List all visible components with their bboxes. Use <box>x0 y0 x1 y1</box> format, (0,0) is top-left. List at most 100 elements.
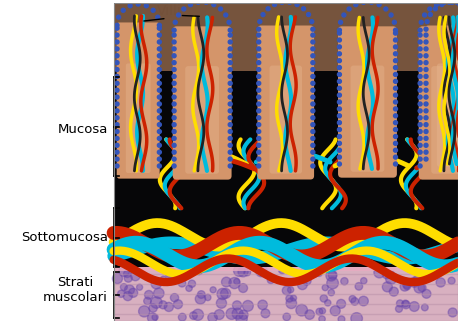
Circle shape <box>418 28 422 32</box>
Circle shape <box>337 299 346 308</box>
Circle shape <box>424 47 428 51</box>
Circle shape <box>311 157 315 161</box>
Circle shape <box>393 73 398 76</box>
Circle shape <box>261 13 265 17</box>
Circle shape <box>326 271 337 281</box>
Circle shape <box>165 268 176 278</box>
Circle shape <box>232 308 243 319</box>
Circle shape <box>389 13 393 17</box>
Circle shape <box>338 134 341 138</box>
Circle shape <box>418 164 422 168</box>
Circle shape <box>311 102 315 106</box>
Circle shape <box>301 7 305 11</box>
FancyBboxPatch shape <box>185 66 219 174</box>
Circle shape <box>418 136 422 140</box>
Bar <box>114 267 458 321</box>
Circle shape <box>349 295 356 302</box>
Circle shape <box>440 3 444 6</box>
Circle shape <box>393 38 398 42</box>
Circle shape <box>311 116 315 120</box>
Circle shape <box>228 143 232 147</box>
Circle shape <box>228 109 232 113</box>
Circle shape <box>158 136 161 140</box>
Circle shape <box>124 274 132 282</box>
Circle shape <box>158 102 161 106</box>
Circle shape <box>400 282 409 291</box>
Circle shape <box>210 287 216 293</box>
Circle shape <box>266 7 270 11</box>
Circle shape <box>123 292 132 301</box>
Circle shape <box>172 68 176 72</box>
Circle shape <box>267 276 274 284</box>
Circle shape <box>418 95 422 99</box>
Circle shape <box>158 95 161 99</box>
Circle shape <box>115 109 119 113</box>
Circle shape <box>178 279 186 287</box>
Circle shape <box>112 273 122 284</box>
Circle shape <box>115 61 119 64</box>
Circle shape <box>172 95 176 99</box>
Circle shape <box>290 295 297 301</box>
FancyBboxPatch shape <box>126 64 151 173</box>
Circle shape <box>442 0 446 5</box>
Circle shape <box>128 4 132 8</box>
Circle shape <box>428 13 432 17</box>
Circle shape <box>418 33 422 37</box>
Circle shape <box>455 0 458 4</box>
FancyBboxPatch shape <box>437 64 458 167</box>
Circle shape <box>257 130 261 133</box>
FancyBboxPatch shape <box>425 26 458 173</box>
Circle shape <box>422 289 431 298</box>
Circle shape <box>424 157 428 161</box>
Circle shape <box>228 88 232 92</box>
Circle shape <box>430 266 442 277</box>
Circle shape <box>228 136 232 140</box>
Circle shape <box>115 116 119 120</box>
Text: Mucosa: Mucosa <box>57 123 108 136</box>
Circle shape <box>189 3 192 6</box>
Circle shape <box>216 298 227 308</box>
Circle shape <box>338 31 341 35</box>
Circle shape <box>257 47 261 51</box>
Circle shape <box>151 8 155 12</box>
Circle shape <box>424 123 428 127</box>
Circle shape <box>311 47 315 51</box>
FancyBboxPatch shape <box>350 65 384 172</box>
Circle shape <box>423 13 426 17</box>
Circle shape <box>186 285 192 291</box>
Circle shape <box>115 102 119 106</box>
Circle shape <box>316 270 322 276</box>
Circle shape <box>360 278 367 284</box>
Text: Villi: Villi <box>157 5 182 18</box>
Circle shape <box>257 27 261 31</box>
Circle shape <box>258 19 262 24</box>
Circle shape <box>172 54 176 58</box>
Circle shape <box>338 28 341 32</box>
Circle shape <box>172 157 176 161</box>
Circle shape <box>120 284 127 291</box>
Circle shape <box>172 136 176 140</box>
Circle shape <box>424 136 428 140</box>
Circle shape <box>382 282 393 292</box>
Circle shape <box>327 277 338 289</box>
Circle shape <box>158 150 161 154</box>
Circle shape <box>228 54 232 58</box>
Circle shape <box>257 33 261 37</box>
Circle shape <box>158 33 161 37</box>
Circle shape <box>131 271 140 281</box>
Circle shape <box>173 20 177 24</box>
Circle shape <box>288 287 294 293</box>
Circle shape <box>172 102 176 106</box>
Bar <box>114 3 458 321</box>
Circle shape <box>424 33 428 37</box>
Circle shape <box>229 277 240 289</box>
Circle shape <box>257 81 261 85</box>
Circle shape <box>115 54 119 58</box>
Circle shape <box>409 302 419 311</box>
Circle shape <box>280 0 284 4</box>
Circle shape <box>319 308 326 314</box>
Circle shape <box>418 123 422 127</box>
Circle shape <box>418 54 422 58</box>
Circle shape <box>257 68 261 72</box>
Circle shape <box>196 0 200 5</box>
